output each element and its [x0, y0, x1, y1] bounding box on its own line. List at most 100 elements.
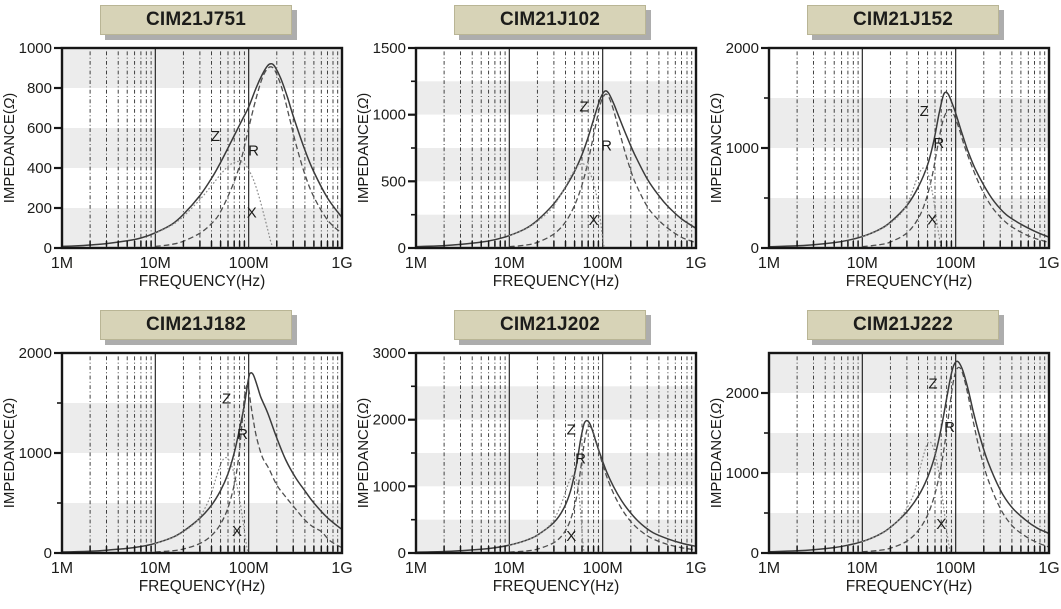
- curve-X: [508, 163, 605, 247]
- x-axis-title: FREQUENCY(Hz): [493, 578, 620, 595]
- x-tick-label: 100M: [936, 255, 976, 272]
- x-tick-label: 100M: [229, 560, 269, 577]
- series-label-R: R: [601, 137, 612, 154]
- series-label-R: R: [248, 143, 259, 160]
- minor-gridlines: [89, 48, 339, 248]
- series-label-Z: Z: [222, 391, 231, 408]
- y-tick-label: 1000: [19, 445, 52, 462]
- y-tick-label: 1000: [726, 465, 759, 482]
- x-axis-title: FREQUENCY(Hz): [846, 578, 973, 595]
- y-ticks: [54, 351, 61, 555]
- x-tick-label: 1M: [405, 560, 427, 577]
- decade-gridlines: [154, 48, 250, 248]
- curve-Z: [62, 63, 342, 248]
- curves: [769, 360, 1049, 553]
- stripe-band: [416, 453, 696, 487]
- x-tick-label: 1M: [51, 255, 73, 272]
- decade-gridlines: [508, 353, 604, 553]
- chart-title: CIM21J102: [499, 9, 601, 30]
- curve-Z: [416, 90, 696, 248]
- chart-tile: CIM21J152 0 1000 2000 1M 10M 100M 1G FREQUENCY(…: [707, 0, 1061, 305]
- curve-X: [154, 456, 249, 553]
- x-axis-title: FREQUENCY(Hz): [846, 273, 973, 290]
- series-label-R: R: [944, 419, 955, 436]
- y-tick-label: 2000: [726, 40, 759, 57]
- curve-R: [509, 93, 696, 248]
- x-tick-label: 1G: [1038, 560, 1059, 577]
- stripe-band: [416, 386, 696, 420]
- x-tick-label: 10M: [847, 255, 878, 272]
- y-axis-title: IMPEDANCE(Ω): [708, 93, 725, 204]
- y-tick-label: 2000: [373, 412, 406, 429]
- y-tick-label: 1500: [373, 40, 406, 57]
- minor-gridlines: [443, 353, 693, 553]
- chart-title: CIM21J152: [852, 9, 954, 30]
- chart-tile: CIM21J222 0 1000 2000 1M 10M 100M 1G FREQUENCY(…: [707, 305, 1061, 609]
- curve-R: [155, 66, 342, 248]
- x-ticks: [796, 546, 1046, 552]
- series-label-Z: Z: [579, 99, 588, 116]
- stripe-band: [62, 48, 342, 88]
- curves: [62, 372, 342, 553]
- y-ticks: [761, 46, 768, 250]
- x-tick-label: 100M: [229, 255, 269, 272]
- curve-R: [862, 108, 1049, 248]
- y-tick-label: 1000: [19, 40, 52, 57]
- y-axis-title: IMPEDANCE(Ω): [1, 398, 18, 509]
- chart-tile: CIM21J751 0 200 400 600 800 1000 1M 10M 100M 1G FR…: [0, 0, 354, 305]
- series-label-Z: Z: [567, 421, 576, 438]
- impedance-frequency-chart: 0 1000 2000 1M 10M 100M 1G FREQUENCY(Hz) IMPEDAN…: [708, 351, 1060, 595]
- impedance-frequency-chart: 0 500 1000 1500 1M 10M 100M 1G FREQUENCY(Hz) IMPE…: [355, 40, 707, 290]
- curve-Z: [416, 419, 696, 553]
- chart-tile: CIM21J182 0 1000 2000 1M 10M 100M 1G FREQUENCY(…: [0, 305, 354, 609]
- x-axis-title: FREQUENCY(Hz): [139, 578, 266, 595]
- minor-gridlines: [443, 48, 693, 248]
- y-tick-label: 1000: [726, 140, 759, 157]
- x-ticks: [443, 241, 693, 247]
- x-tick-label: 100M: [936, 560, 976, 577]
- y-ticks: [408, 46, 415, 250]
- minor-gridlines: [796, 353, 1046, 553]
- y-tick-label: 600: [27, 120, 52, 137]
- stripe-band: [416, 519, 696, 553]
- stripe-band: [416, 214, 696, 248]
- minor-gridlines: [796, 48, 1046, 248]
- series-label-X: X: [247, 204, 257, 221]
- chart-title: CIM21J182: [145, 314, 247, 335]
- series-label-X: X: [232, 523, 242, 540]
- impedance-frequency-chart: 0 200 400 600 800 1000 1M 10M 100M 1G FREQUENCY(Hz…: [1, 40, 353, 290]
- x-tick-label: 10M: [494, 560, 525, 577]
- x-tick-label: 1G: [685, 255, 706, 272]
- y-tick-label: 0: [44, 240, 52, 257]
- y-tick-label: 500: [381, 173, 406, 190]
- y-tick-label: 2000: [19, 345, 52, 362]
- y-tick-label: 0: [751, 240, 759, 257]
- y-ticks: [408, 351, 415, 555]
- impedance-frequency-chart: 0 1000 2000 1M 10M 100M 1G FREQUENCY(Hz) IMPEDAN…: [708, 40, 1060, 290]
- y-axis-title: IMPEDANCE(Ω): [355, 93, 372, 204]
- x-tick-label: 1M: [758, 560, 780, 577]
- curve-Z: [62, 372, 342, 553]
- minor-gridlines: [89, 353, 339, 553]
- curve-R: [155, 384, 342, 553]
- decade-gridlines: [154, 353, 250, 553]
- y-ticks: [761, 391, 768, 555]
- x-tick-label: 100M: [583, 560, 623, 577]
- x-tick-label: 1G: [685, 560, 706, 577]
- stripe-band: [769, 513, 1049, 553]
- x-tick-label: 1G: [1038, 255, 1059, 272]
- y-tick-label: 0: [751, 545, 759, 562]
- plot-border: [767, 46, 1051, 250]
- chart-title: CIM21J751: [145, 9, 247, 30]
- x-axis-title: FREQUENCY(Hz): [139, 273, 266, 290]
- curve-Z: [769, 91, 1049, 248]
- curves: [416, 90, 696, 248]
- y-tick-label: 200: [27, 200, 52, 217]
- stripe-band: [416, 81, 696, 115]
- y-tick-label: 0: [398, 240, 406, 257]
- decade-gridlines: [508, 48, 604, 248]
- y-ticks: [54, 46, 61, 250]
- stripe-band: [769, 98, 1049, 148]
- decade-gridlines: [861, 48, 957, 248]
- x-tick-label: 1M: [758, 255, 780, 272]
